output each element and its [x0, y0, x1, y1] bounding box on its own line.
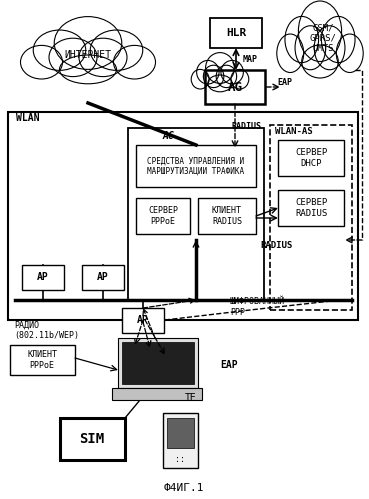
Ellipse shape — [299, 1, 342, 61]
Bar — [167, 418, 194, 448]
Bar — [22, 265, 64, 290]
Ellipse shape — [216, 65, 237, 88]
Text: КЛИЕНТ
RADIUS: КЛИЕНТ RADIUS — [212, 206, 242, 226]
Ellipse shape — [114, 45, 155, 79]
Text: ШИФРОВАННЫЙ
PPP: ШИФРОВАННЫЙ PPP — [230, 297, 285, 317]
Text: РАДИО
(802.11b/WEP): РАДИО (802.11b/WEP) — [14, 320, 79, 340]
Bar — [128, 128, 264, 300]
Bar — [82, 265, 124, 290]
Bar — [278, 190, 344, 226]
Text: EAP: EAP — [277, 77, 293, 86]
Ellipse shape — [314, 26, 345, 70]
Ellipse shape — [221, 60, 244, 84]
Ellipse shape — [90, 30, 143, 70]
Ellipse shape — [208, 75, 232, 92]
Bar — [270, 125, 352, 310]
Ellipse shape — [33, 30, 86, 70]
Text: AP: AP — [37, 272, 49, 282]
Ellipse shape — [21, 45, 62, 79]
Ellipse shape — [59, 55, 117, 84]
Text: СРЕДСТВА УПРАВЛЕНИЯ И
МАРШРУТИЗАЦИИ ТРАФИКА: СРЕДСТВА УПРАВЛЕНИЯ И МАРШРУТИЗАЦИИ ТРАФ… — [148, 156, 245, 176]
Text: GSM/
GPRS/
UMTS: GSM/ GPRS/ UMTS — [310, 23, 337, 53]
Text: AC: AC — [163, 131, 175, 141]
Bar — [122, 342, 194, 384]
Ellipse shape — [203, 65, 224, 88]
Ellipse shape — [295, 26, 326, 70]
Ellipse shape — [277, 34, 304, 72]
Ellipse shape — [231, 69, 249, 89]
Text: AP: AP — [137, 315, 149, 325]
Bar — [163, 413, 198, 468]
Ellipse shape — [336, 34, 363, 72]
Text: WLAN: WLAN — [16, 113, 39, 123]
Text: КЛИЕНТ
PPPoE: КЛИЕНТ PPPoE — [27, 350, 57, 370]
Ellipse shape — [206, 52, 234, 83]
Text: HLR: HLR — [226, 28, 246, 38]
Text: СЕРВЕР
RADIUS: СЕРВЕР RADIUS — [295, 198, 327, 218]
Ellipse shape — [191, 69, 209, 89]
Bar — [278, 140, 344, 176]
Text: TE: TE — [185, 393, 197, 403]
Bar — [205, 70, 265, 104]
Bar — [198, 198, 256, 234]
Text: ::: :: — [175, 456, 185, 465]
Bar — [112, 388, 202, 400]
Bar — [10, 345, 75, 375]
Ellipse shape — [321, 16, 355, 62]
Bar — [8, 112, 358, 320]
Text: СЕРВЕР
DHCP: СЕРВЕР DHCP — [295, 148, 327, 168]
Ellipse shape — [54, 16, 122, 69]
Ellipse shape — [79, 38, 127, 77]
Text: RADIUS: RADIUS — [232, 121, 262, 131]
Ellipse shape — [302, 45, 338, 78]
Ellipse shape — [285, 16, 318, 62]
Text: СЕРВЕР
PPPoE: СЕРВЕР PPPoE — [148, 206, 178, 226]
Text: Ф4ИГ.1: Ф4ИГ.1 — [164, 483, 204, 493]
Text: MAP: MAP — [242, 54, 258, 63]
Text: SIM: SIM — [79, 432, 104, 446]
Text: ИНТЕРНЕТ: ИНТЕРНЕТ — [65, 50, 111, 60]
Text: WLAN-AS: WLAN-AS — [275, 127, 313, 136]
Ellipse shape — [49, 38, 97, 77]
Text: RADIUS: RADIUS — [260, 241, 292, 250]
Bar — [210, 18, 262, 48]
Bar — [118, 338, 198, 388]
Ellipse shape — [197, 60, 219, 84]
Bar — [136, 198, 190, 234]
Text: EAP: EAP — [220, 360, 238, 370]
Bar — [122, 308, 164, 333]
Text: AG: AG — [228, 80, 242, 93]
Bar — [60, 418, 125, 460]
Bar — [136, 145, 256, 187]
Text: AP: AP — [97, 272, 109, 282]
